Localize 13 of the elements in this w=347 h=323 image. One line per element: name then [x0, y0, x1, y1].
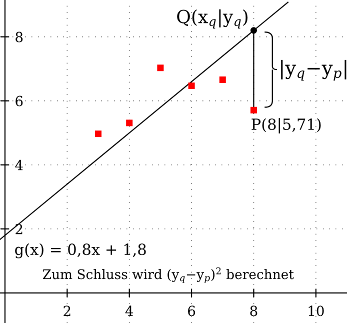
x-tick-label: 4: [125, 306, 134, 316]
annotation: |y$_{q}$−y$_{p}$|: [281, 60, 346, 81]
annotation: g(x) = 0,8x + 1,8: [15, 243, 146, 258]
y-tick-label: 8: [16, 32, 23, 42]
y-tick-label: 4: [15, 160, 23, 170]
y-tick-label: 6: [16, 96, 23, 106]
annotation: Q(x$_{q}$|y$_{q}$): [177, 9, 248, 29]
x-tick-label: 2: [64, 306, 70, 316]
x-tick-label: 8: [250, 306, 258, 316]
annotation: P(8|5,71): [252, 118, 321, 134]
x-tick-label: 6: [188, 306, 196, 316]
x-tick-label: 10: [308, 306, 324, 316]
annotation: Zum Schluss wird (y$_{q}$−y$_{p}$)$^{2}$ berechnet: [42, 267, 294, 284]
